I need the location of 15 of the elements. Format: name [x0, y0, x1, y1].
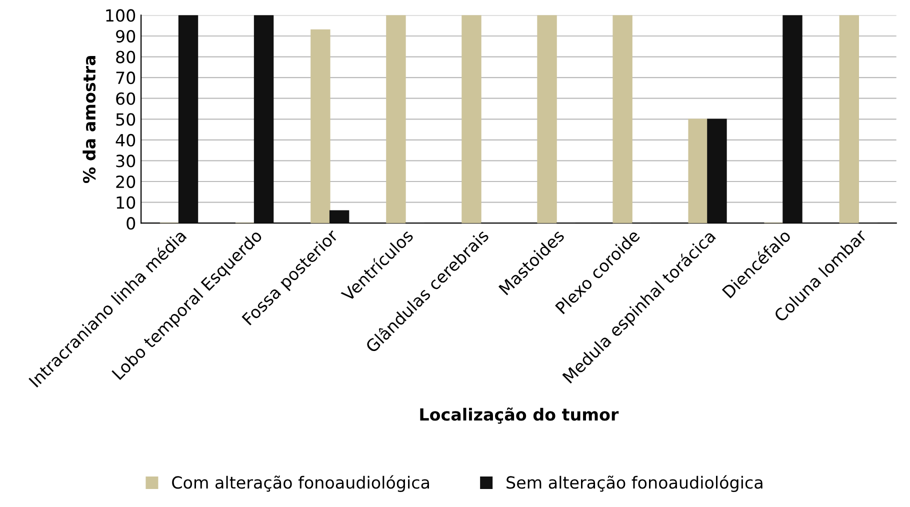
y-tick-label: 90	[116, 30, 136, 43]
y-tick-label: 80	[116, 50, 136, 64]
y-tick-label: 20	[116, 175, 136, 188]
y-tick-label: 100	[106, 9, 136, 22]
y-tick-label: 50	[116, 113, 136, 126]
legend-label: Com alteração fonoaudiológica	[172, 475, 429, 492]
y-tick-label: 70	[116, 72, 136, 84]
y-tick-label: 30	[116, 154, 136, 168]
y-tick-label: 10	[116, 196, 136, 209]
y-tick-label: 40	[116, 134, 136, 146]
legend-label: Sem alteração fonoaudiológica	[506, 475, 762, 492]
y-axis-title: % da amostra	[82, 56, 96, 184]
y-tick-label: 0	[126, 217, 136, 230]
y-tick-label: 60	[116, 92, 136, 105]
x-axis-title: Localização do tumor	[420, 408, 619, 424]
